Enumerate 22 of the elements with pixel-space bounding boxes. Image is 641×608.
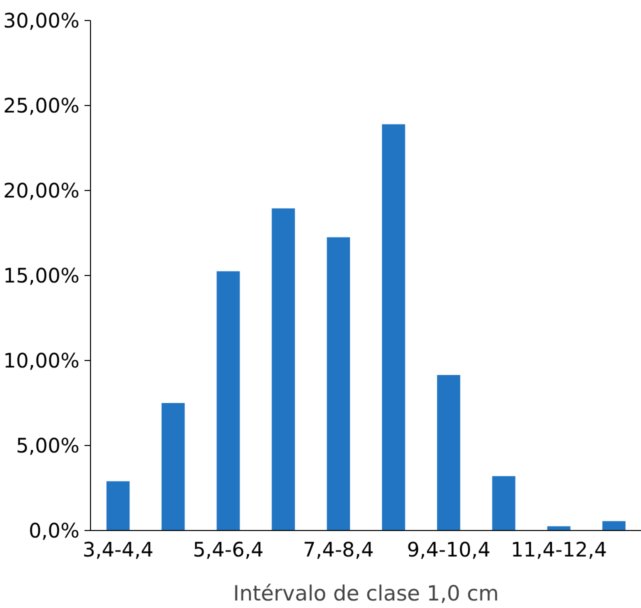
y-tick-label: 0,0%: [28, 518, 80, 542]
y-tick-label: 15,00%: [3, 264, 80, 288]
bar: [602, 521, 626, 530]
bar: [382, 124, 406, 530]
y-tick-label: 20,00%: [3, 178, 80, 202]
y-tick-label: 5,00%: [16, 434, 80, 458]
bar: [272, 208, 295, 530]
y-tick-label: 10,00%: [3, 348, 80, 372]
bar: [106, 481, 130, 530]
bar: [437, 374, 460, 530]
y-tick-label: 25,00%: [3, 94, 80, 118]
bar: [492, 476, 516, 530]
y-tick-label: 30,00%: [3, 8, 80, 32]
bar: [326, 237, 350, 530]
bar: [162, 403, 185, 530]
bar: [216, 271, 240, 530]
x-axis-title: Intérvalo de clase 1,0 cm: [233, 582, 499, 606]
x-tick-label: 3,4-4,4: [82, 538, 154, 562]
x-tick-label: 9,4-10,4: [406, 538, 490, 562]
x-tick-label: 5,4-6,4: [192, 538, 264, 562]
x-tick-label: 11,4-12,4: [510, 538, 607, 562]
x-tick-label: 7,4-8,4: [303, 538, 374, 562]
